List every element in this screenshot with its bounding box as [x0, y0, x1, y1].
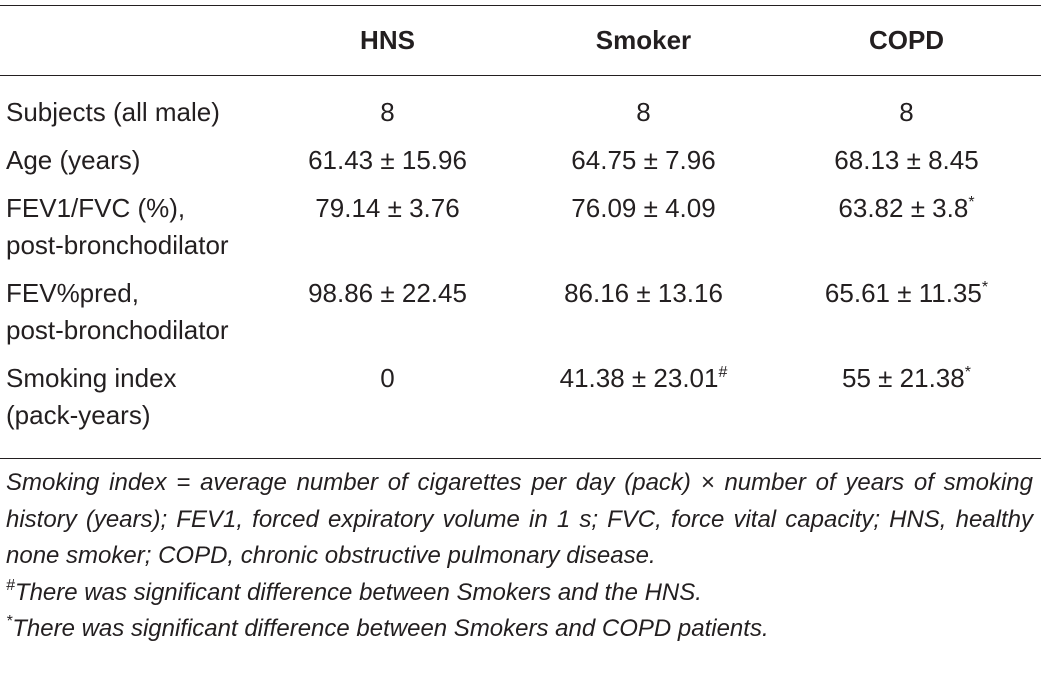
note: *There was significant difference betwee…: [6, 611, 1033, 648]
cell-value: 41.38 ± 23.01: [559, 363, 719, 393]
row: Age (years) 61.43 ± 15.96 64.75 ± 7.96 68.1…: [0, 137, 1041, 185]
note-mark: *: [6, 613, 13, 630]
col-header: Smoker: [515, 5, 772, 76]
row: FEV1/FVC (%), post-bronchodilator 79.14 ± …: [0, 185, 1041, 270]
label-line: FEV%pred,: [6, 278, 139, 308]
cell-value: 68.13 ± 8.45: [834, 145, 979, 175]
cell-mark: *: [981, 279, 989, 296]
header-row: HNS Smoker COPD: [0, 5, 1041, 76]
cell-value: 63.82 ± 3.8: [838, 193, 969, 223]
label-line: (pack-years): [6, 400, 151, 430]
cell-value: 79.14 ± 3.76: [315, 193, 460, 223]
cell-value: 8: [380, 97, 395, 127]
cell-value: 8: [899, 97, 914, 127]
row: Subjects (all male) 8 8 8: [0, 76, 1041, 137]
cell-value: 64.75 ± 7.96: [571, 145, 716, 175]
label-line: post-bronchodilator: [6, 230, 229, 260]
cell: 8: [772, 76, 1041, 137]
cell-mark: *: [968, 194, 975, 211]
row-label: Subjects (all male): [0, 76, 260, 137]
row-label: Smoking index (pack-years): [0, 354, 260, 459]
cell: 8: [515, 76, 772, 137]
cell: 55 ± 21.38*: [772, 354, 1041, 459]
cell-value: 8: [636, 97, 651, 127]
cell: 8: [260, 76, 515, 137]
row: Smoking index (pack-years) 0 41.38 ± 23.01#…: [0, 354, 1041, 459]
cell: 63.82 ± 3.8*: [772, 185, 1041, 270]
cell: 79.14 ± 3.76: [260, 185, 515, 270]
cell-value: 98.86 ± 22.45: [308, 278, 467, 308]
cell: 98.86 ± 22.45: [260, 270, 515, 355]
cell: 76.09 ± 4.09: [515, 185, 772, 270]
cell-mark: *: [964, 364, 971, 381]
cell-value: 86.16 ± 13.16: [564, 278, 723, 308]
row-label: FEV%pred, post-bronchodilator: [0, 270, 260, 355]
cell-value: 0: [380, 363, 395, 393]
footnotes: Smoking index = average number of cigare…: [6, 465, 1033, 648]
row-label: Age (years): [0, 137, 260, 185]
note: #There was significant difference betwee…: [6, 575, 1033, 612]
label-line: post-bronchodilator: [6, 315, 229, 345]
label-line: Smoking index: [6, 363, 177, 393]
data-table: HNS Smoker COPD Subjects (all male) 8 8 8 Ag…: [0, 5, 1041, 459]
row: FEV%pred, post-bronchodilator 98.86 ± 22.4…: [0, 270, 1041, 355]
definition: Smoking index = average number of cigare…: [6, 469, 1033, 569]
cell: 65.61 ± 11.35*: [772, 270, 1041, 355]
row-label: FEV1/FVC (%), post-bronchodilator: [0, 185, 260, 270]
note-text: There was significant difference between…: [14, 578, 702, 606]
cell: 0: [260, 354, 515, 459]
cell-value: 65.61 ± 11.35: [824, 278, 982, 308]
corner: [0, 5, 260, 76]
note-mark: #: [6, 576, 15, 594]
cell: 68.13 ± 8.45: [772, 137, 1041, 185]
cell: 86.16 ± 13.16: [515, 270, 772, 355]
cell-mark: #: [718, 364, 728, 381]
cell-value: 61.43 ± 15.96: [308, 145, 467, 175]
label-line: Age (years): [6, 145, 141, 175]
col-header: HNS: [260, 5, 515, 76]
label-line: Subjects (all male): [6, 97, 220, 127]
note-text: There was significant difference between…: [12, 615, 769, 642]
label-line: FEV1/FVC (%),: [6, 193, 186, 223]
cell: 64.75 ± 7.96: [515, 137, 772, 185]
cell-value: 76.09 ± 4.09: [571, 193, 716, 223]
cell-value: 55 ± 21.38: [842, 363, 965, 393]
cell: 61.43 ± 15.96: [260, 137, 515, 185]
col-header: COPD: [772, 5, 1041, 76]
cell: 41.38 ± 23.01#: [515, 354, 772, 459]
